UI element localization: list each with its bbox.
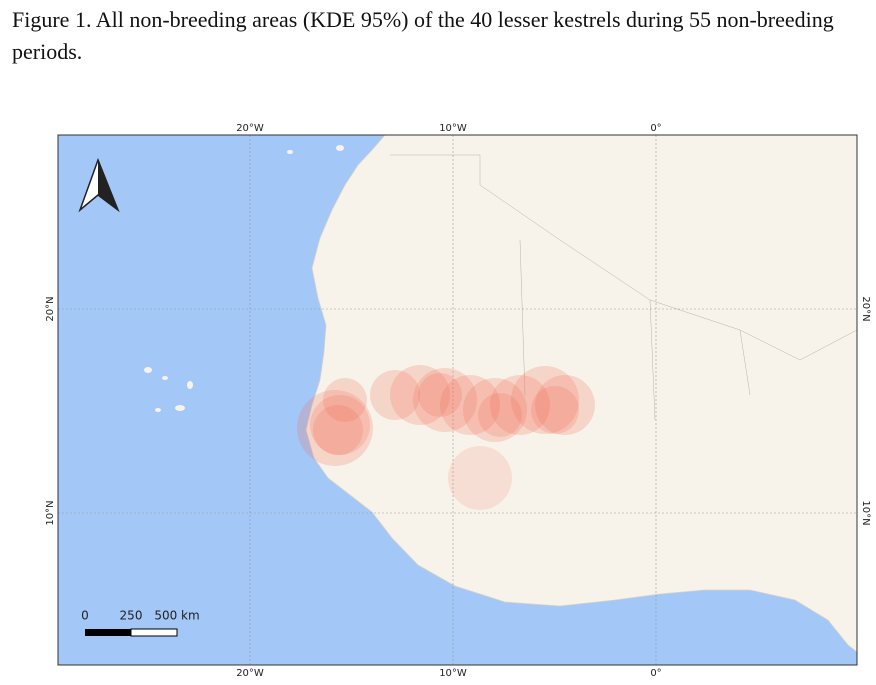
islands (144, 145, 344, 412)
lon-label-top: 10°W (439, 123, 467, 134)
lon-label-bottom: 20°W (236, 668, 264, 679)
lon-label-top: 0° (650, 123, 661, 134)
lat-label-left: 10°N (45, 500, 56, 525)
lon-label-top: 20°W (236, 123, 264, 134)
north-arrow-shade (98, 160, 118, 210)
map-body (58, 135, 857, 665)
lat-label-right: 20°N (860, 296, 871, 321)
scale-bar-black (85, 629, 131, 636)
lat-label-right: 10°N (860, 500, 871, 525)
graticule (58, 135, 857, 665)
kde-areas (297, 365, 595, 510)
lon-label-bottom: 0° (650, 668, 661, 679)
land (305, 135, 857, 653)
lon-label-bottom: 10°W (439, 668, 467, 679)
scale-bar-label: 500 km (154, 609, 199, 623)
lat-label-left: 20°N (45, 296, 56, 321)
scale-bar-label: 250 (120, 609, 143, 623)
scale-bar-white (130, 628, 178, 637)
map-frame (57, 134, 858, 666)
figure-caption: Figure 1. All non-breeding areas (KDE 95… (12, 7, 834, 64)
scale-bar-label: 0 (81, 609, 89, 623)
borders (390, 154, 857, 421)
